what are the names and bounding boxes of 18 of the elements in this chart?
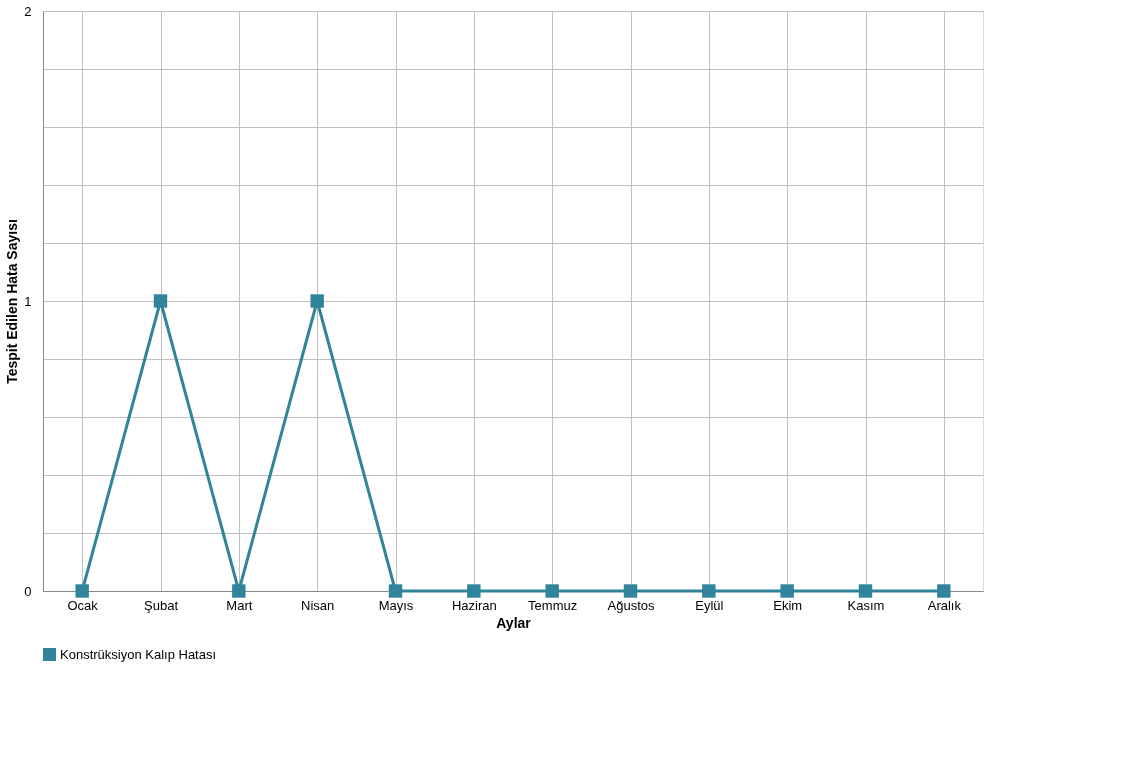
x-tick-label: Mayıs (378, 597, 414, 613)
x-tick-label: Eylül (695, 597, 724, 613)
x-tick-label: Nisan (301, 597, 335, 613)
x-tick-label: Temmuz (528, 597, 578, 613)
x-tick-label: Kasım (847, 597, 885, 613)
x-axis-title: Aylar (496, 614, 532, 631)
x-tick-label: Ocak (67, 597, 99, 613)
y-tick-label: 1 (24, 293, 32, 309)
y-tick-label: 0 (24, 583, 32, 599)
x-tick-label: Şubat (144, 597, 179, 613)
x-tick-label: Haziran (451, 597, 497, 613)
y-tick-label: 2 (24, 3, 32, 19)
x-tick-label: Ekim (773, 597, 803, 613)
y-axis-title: Tespit Edilen Hata Sayısı (4, 219, 21, 384)
x-tick-label: Aralık (927, 597, 962, 613)
legend-label: Konstrüksiyon Kalıp Hatası (60, 646, 217, 662)
x-tick-label: Mart (226, 597, 253, 613)
x-tick-label: Ağustos (607, 597, 655, 613)
